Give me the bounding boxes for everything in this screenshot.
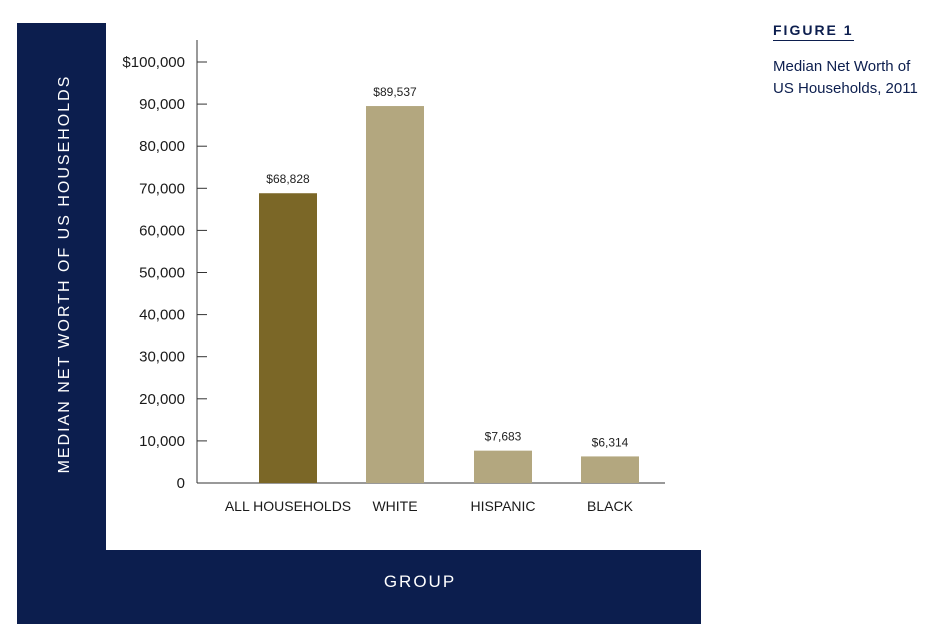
y-tick-label: 50,000 <box>139 265 185 282</box>
figure-title: Median Net Worth of US Households, 2011 <box>773 58 918 97</box>
category-label: WHITE <box>372 498 417 514</box>
y-tick-label: 0 <box>177 475 185 492</box>
y-tick-label: 60,000 <box>139 222 185 239</box>
y-tick-label: 30,000 <box>139 349 185 366</box>
y-tick-label: 70,000 <box>139 180 185 197</box>
y-tick-label: 90,000 <box>139 96 185 113</box>
category-label: BLACK <box>587 498 634 514</box>
y-tick-label: 20,000 <box>139 391 185 408</box>
x-axis-label: GROUP <box>383 572 457 591</box>
bar <box>259 193 317 483</box>
data-label: $68,828 <box>266 172 310 186</box>
y-tick-label: 40,000 <box>139 307 185 324</box>
y-tick-label: 80,000 <box>139 138 185 155</box>
category-label: ALL HOUSEHOLDS <box>225 498 351 514</box>
bar <box>366 106 424 484</box>
y-tick-label: $100,000 <box>122 54 185 71</box>
bar <box>474 450 532 483</box>
figure-number: FIGURE 1 <box>773 22 854 41</box>
data-label: $7,683 <box>485 430 522 444</box>
bar <box>581 456 639 483</box>
data-label: $6,314 <box>592 435 629 449</box>
data-label: $89,537 <box>373 85 417 99</box>
y-tick-label: 10,000 <box>139 433 185 450</box>
category-label: HISPANIC <box>470 498 535 514</box>
